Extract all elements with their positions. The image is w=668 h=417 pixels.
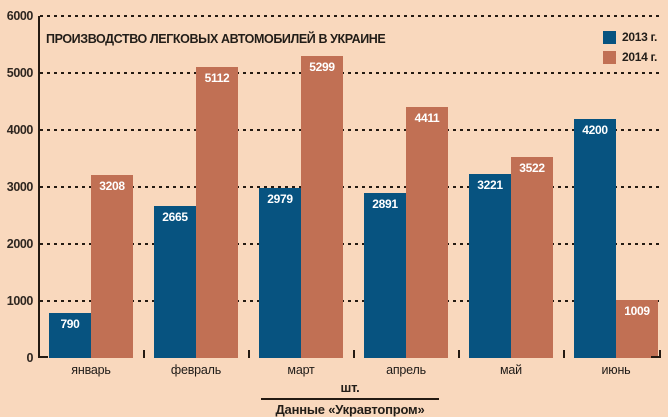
x-axis-left-corner xyxy=(38,356,48,358)
x-category-label-январь: январь xyxy=(71,363,111,377)
bar-2014-март xyxy=(301,56,343,358)
y-tick-label-1000: 1000 xyxy=(6,294,34,308)
legend-label-2014: 2014 г. xyxy=(622,50,658,64)
gridline-4000 xyxy=(40,129,661,131)
x-axis-tick-5 xyxy=(563,350,565,358)
y-tick-label-3000: 3000 xyxy=(6,180,34,194)
legend-row-2013: 2013 г. xyxy=(603,27,657,47)
y-tick-label-5000: 5000 xyxy=(6,66,34,80)
source-label: Данные «Укравтопром» xyxy=(275,402,425,417)
bar-2013-март xyxy=(259,188,301,358)
x-category-label-март: март xyxy=(287,363,315,377)
footer-divider xyxy=(261,398,439,400)
gridline-5000 xyxy=(40,72,661,74)
value-label-2013-май: 3221 xyxy=(477,178,503,192)
bar-2014-апрель xyxy=(406,107,448,358)
legend-row-2014: 2014 г. xyxy=(603,47,657,67)
gridline-1000 xyxy=(40,300,661,302)
x-axis-tick-1 xyxy=(143,350,145,358)
value-label-2013-февраль: 2665 xyxy=(162,210,188,224)
bar-2014-июнь xyxy=(616,300,658,358)
gridline-3000 xyxy=(40,186,661,188)
legend-swatch-2014 xyxy=(603,50,616,64)
bar-2014-январь xyxy=(91,175,133,358)
x-category-label-май: май xyxy=(500,363,522,377)
value-label-2014-январь: 3208 xyxy=(99,179,125,193)
bar-2014-май xyxy=(511,157,553,358)
bar-2013-июнь xyxy=(574,119,616,358)
value-label-2014-март: 5299 xyxy=(309,60,335,74)
x-axis-right-tick xyxy=(659,350,661,358)
y-tick-label-6000: 6000 xyxy=(6,9,34,23)
value-label-2014-май: 3522 xyxy=(519,161,545,175)
x-category-label-февраль: февраль xyxy=(170,363,222,377)
value-label-2013-март: 2979 xyxy=(267,192,293,206)
legend: 2013 г. 2014 г. xyxy=(603,27,657,67)
bar-2014-февраль xyxy=(196,67,238,358)
y-axis-line xyxy=(38,16,40,358)
value-label-2014-апрель: 4411 xyxy=(414,111,440,125)
bar-2013-апрель xyxy=(364,193,406,358)
bar-2013-январь xyxy=(49,313,91,358)
legend-label-2013: 2013 г. xyxy=(622,30,658,44)
x-category-label-июнь: июнь xyxy=(601,363,631,377)
legend-swatch-2013 xyxy=(603,30,616,44)
chart-title: ПРОИЗВОДСТВО ЛЕГКОВЫХ АВТОМОБИЛЕЙ В УКРА… xyxy=(46,32,386,46)
gridline-2000 xyxy=(40,243,661,245)
units-label: шт. xyxy=(340,380,360,395)
value-label-2013-январь: 790 xyxy=(60,317,80,331)
x-category-label-апрель: апрель xyxy=(386,363,426,377)
chart-footer: шт. Данные «Укравтопром» xyxy=(251,380,449,417)
x-axis-tick-2 xyxy=(248,350,250,358)
y-tick-label-0: 0 xyxy=(26,351,33,365)
value-label-2013-апрель: 2891 xyxy=(372,197,398,211)
value-label-2014-февраль: 5112 xyxy=(204,71,230,85)
gridline-6000 xyxy=(40,15,661,17)
x-axis-tick-3 xyxy=(353,350,355,358)
value-label-2014-июнь: 1009 xyxy=(624,304,650,318)
bar-2013-февраль xyxy=(154,206,196,358)
y-tick-label-4000: 4000 xyxy=(6,123,34,137)
x-axis-tick-4 xyxy=(458,350,460,358)
y-tick-label-2000: 2000 xyxy=(6,237,34,251)
bar-2013-май xyxy=(469,174,511,358)
x-axis-right-corner xyxy=(651,356,661,358)
value-label-2013-июнь: 4200 xyxy=(582,123,608,137)
